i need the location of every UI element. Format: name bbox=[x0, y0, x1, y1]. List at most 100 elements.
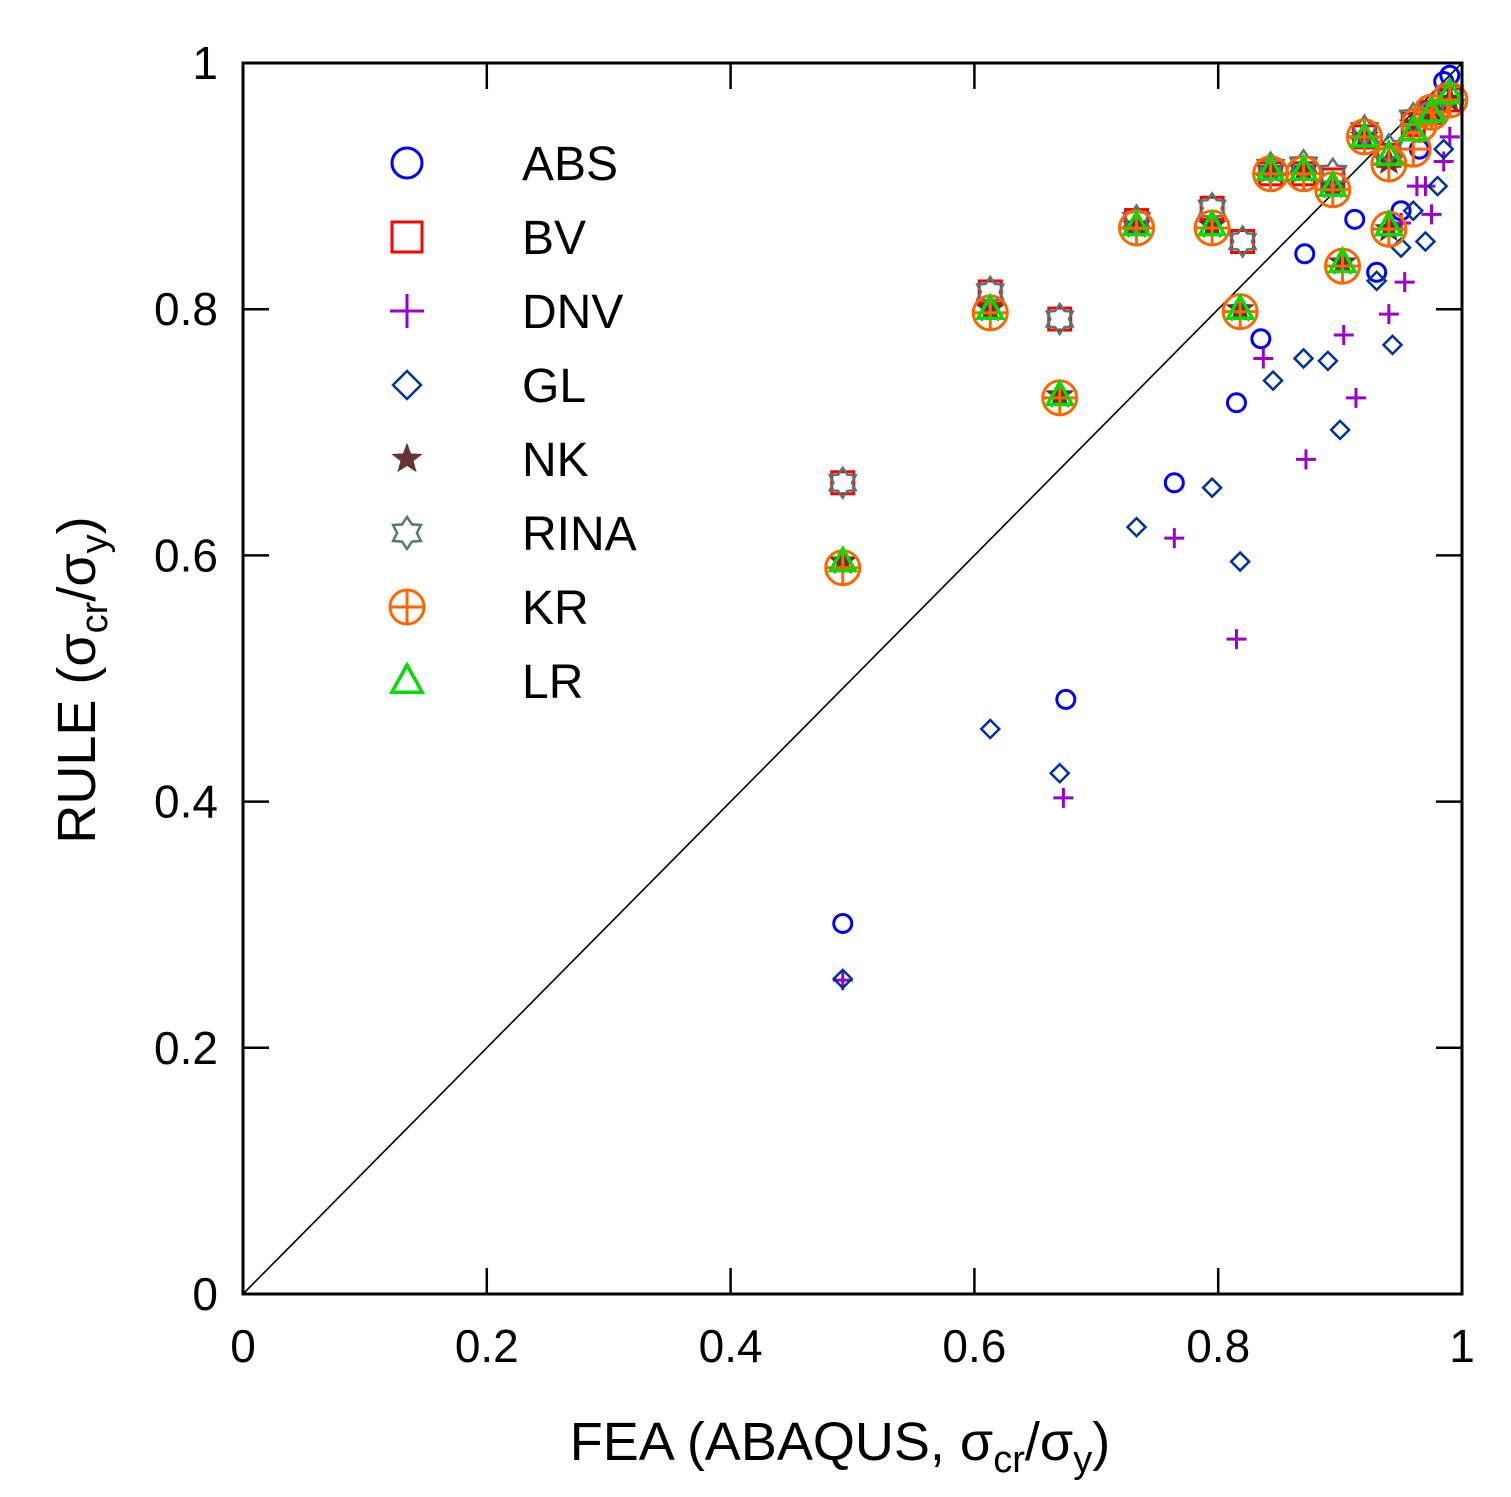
data-point-kr bbox=[1193, 209, 1231, 247]
data-point-lr bbox=[1121, 208, 1152, 237]
data-point-kr bbox=[1314, 171, 1352, 209]
legend-marker-abs bbox=[390, 146, 424, 180]
data-point-dnv bbox=[1378, 304, 1399, 325]
y-tick-label: 0.6 bbox=[154, 529, 218, 581]
data-point-kr bbox=[1221, 293, 1259, 331]
legend-item-gl: GL bbox=[391, 360, 586, 413]
legend-label: NK bbox=[522, 434, 589, 487]
data-point-bv bbox=[1230, 228, 1256, 254]
data-point-gl bbox=[1432, 138, 1455, 160]
data-point-lr bbox=[1434, 77, 1466, 105]
plot-frame bbox=[241, 61, 1464, 1296]
data-point-dnv bbox=[1253, 348, 1274, 369]
data-point-dnv bbox=[1164, 528, 1185, 549]
x-axis-title: FEA (ABAQUS, σcr/σy) bbox=[570, 1412, 1110, 1481]
data-point-kr bbox=[1118, 209, 1156, 247]
series-rina bbox=[827, 76, 1465, 501]
reference-line-y-equals-x bbox=[242, 62, 1463, 1295]
legend-item-dnv: DNV bbox=[390, 286, 623, 339]
data-point-lr bbox=[1196, 208, 1228, 237]
data-point-dnv bbox=[1226, 629, 1247, 650]
data-point-kr bbox=[1285, 155, 1323, 193]
data-point-lr bbox=[1255, 153, 1286, 181]
data-point-lr bbox=[1327, 245, 1358, 274]
series-bv bbox=[830, 87, 1463, 496]
data-point-abs bbox=[1344, 208, 1366, 230]
data-point-gl bbox=[1125, 516, 1148, 538]
legend-marker-nk bbox=[391, 442, 423, 473]
data-point-gl bbox=[1414, 230, 1437, 253]
legend-item-bv: BV bbox=[390, 212, 586, 265]
legend-label: BV bbox=[522, 212, 586, 265]
legend-label: KR bbox=[522, 582, 589, 635]
series-abs bbox=[832, 64, 1461, 934]
data-point-abs bbox=[1250, 328, 1272, 350]
data-point-abs bbox=[832, 912, 854, 934]
legend-label: ABS bbox=[522, 138, 618, 191]
data-point-gl bbox=[1365, 270, 1388, 292]
data-point-lr bbox=[1044, 378, 1076, 407]
axes-layer bbox=[241, 61, 1464, 1296]
data-point-gl bbox=[1048, 762, 1071, 785]
ticks-layer: 0 0.2 0.4 0.6 0.8 1 0 0.2 0.4 0.6 0.8 1 bbox=[154, 37, 1475, 1372]
y-tick-label: 0.4 bbox=[154, 776, 218, 828]
data-point-lr bbox=[1373, 208, 1405, 237]
data-point-gl bbox=[1292, 347, 1315, 370]
data-point-lr bbox=[1317, 169, 1349, 197]
data-marks-layer bbox=[824, 64, 1469, 991]
legend-marker-gl bbox=[391, 369, 423, 401]
data-point-dnv bbox=[1421, 204, 1442, 225]
data-point-dnv bbox=[1333, 325, 1354, 346]
legend-marker-dnv bbox=[390, 294, 424, 328]
data-point-dnv bbox=[1439, 126, 1460, 147]
data-point-dnv bbox=[1053, 787, 1074, 808]
data-point-bv bbox=[1047, 306, 1073, 332]
data-point-dnv bbox=[1433, 151, 1454, 172]
y-axis-title: RULE (σcr/σy) bbox=[47, 516, 116, 843]
x-tick-label: 1 bbox=[1449, 1320, 1475, 1372]
x-tick-label: 0.6 bbox=[942, 1320, 1006, 1372]
data-point-abs bbox=[1225, 392, 1247, 414]
data-point-kr bbox=[1370, 210, 1408, 248]
data-point-dnv bbox=[1415, 176, 1436, 197]
data-point-kr bbox=[1041, 379, 1079, 417]
legend-item-lr: LR bbox=[388, 656, 583, 709]
data-point-abs bbox=[1294, 243, 1316, 265]
legend-label: RINA bbox=[522, 508, 637, 561]
x-tick-label: 0.2 bbox=[455, 1320, 519, 1372]
data-point-gl bbox=[1402, 199, 1425, 222]
legend-label: DNV bbox=[522, 286, 623, 339]
data-point-lr bbox=[1373, 138, 1405, 167]
data-point-gl bbox=[1262, 369, 1284, 392]
data-point-lr bbox=[827, 544, 859, 573]
legend: ABS BV DNV GL NK RINA KR LR bbox=[388, 138, 637, 709]
legend-label: GL bbox=[522, 360, 586, 413]
x-tick-label: 0.8 bbox=[1186, 1320, 1250, 1372]
data-point-lr bbox=[1416, 95, 1447, 124]
data-point-gl bbox=[1201, 476, 1223, 499]
legend-item-kr: KR bbox=[388, 582, 589, 635]
legend-marker-kr bbox=[388, 588, 426, 626]
data-point-gl bbox=[1381, 334, 1404, 356]
data-point-rina bbox=[827, 465, 858, 501]
reference-line-layer bbox=[242, 62, 1463, 1295]
data-point-abs bbox=[1055, 688, 1077, 710]
series-dnv bbox=[832, 126, 1460, 991]
series-kr bbox=[824, 81, 1469, 587]
data-point-gl bbox=[1329, 419, 1351, 441]
data-point-gl bbox=[1229, 550, 1251, 573]
data-point-kr bbox=[971, 294, 1009, 332]
data-point-dnv bbox=[1295, 449, 1316, 470]
x-tick-label: 0 bbox=[230, 1320, 256, 1372]
data-point-lr bbox=[1288, 153, 1319, 181]
series-lr bbox=[827, 77, 1466, 573]
data-point-gl bbox=[1317, 350, 1339, 372]
data-point-kr bbox=[1324, 247, 1362, 285]
data-point-gl bbox=[979, 718, 1002, 740]
data-point-gl bbox=[1426, 175, 1449, 197]
legend-item-rina: RINA bbox=[391, 508, 637, 561]
data-point-bv bbox=[830, 470, 856, 496]
data-point-gl bbox=[831, 968, 854, 990]
legend-marker-bv bbox=[390, 220, 424, 254]
